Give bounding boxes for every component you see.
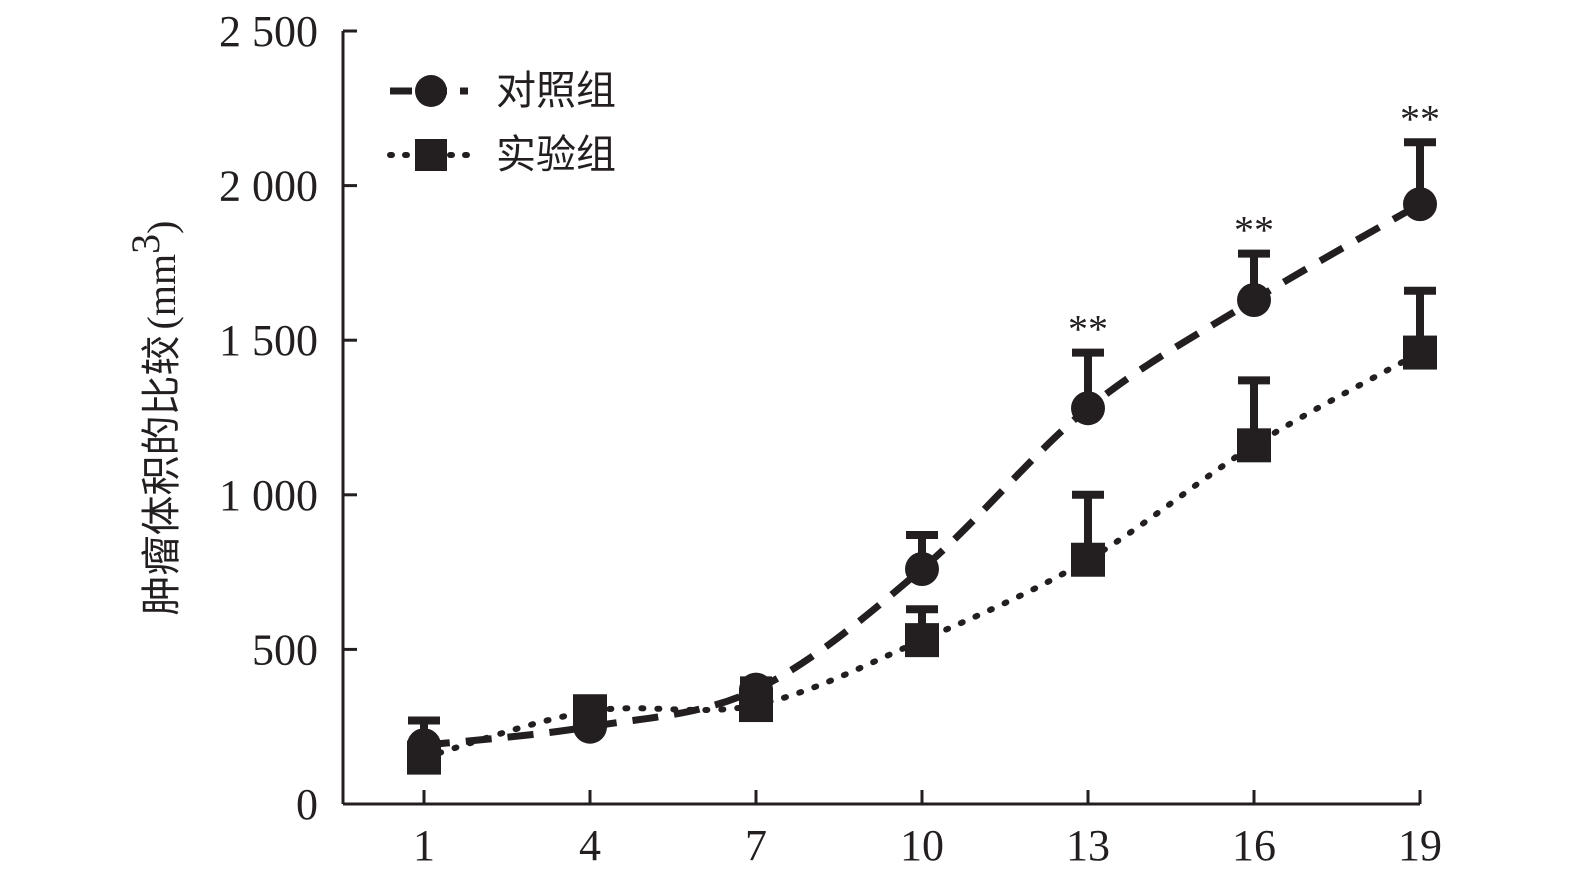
significance-label: ** (1400, 96, 1440, 141)
x-axis-ticks: 1 4 7 10 13 16 19 (413, 790, 1442, 870)
significance-label: ** (1234, 208, 1274, 253)
data-point-experiment (1071, 542, 1105, 577)
y-axis-label-unit-prefix: (mm (139, 254, 184, 330)
legend-item-control: 对照组 (390, 68, 616, 114)
series-markers (407, 187, 1437, 775)
x-tick-label: 1 (413, 821, 435, 870)
data-point-experiment (407, 740, 441, 775)
y-tick-label: 500 (252, 625, 318, 674)
data-point-control (1071, 391, 1105, 426)
x-tick-label: 7 (745, 821, 767, 870)
y-axis-ticks: 0 500 1 000 1 500 2 000 2 500 (219, 7, 357, 829)
y-tick-label: 0 (296, 780, 318, 829)
legend-label-control: 对照组 (496, 68, 616, 114)
legend-item-experiment: 实验组 (387, 132, 616, 178)
y-axis-label-unit-suffix: ) (139, 221, 184, 234)
x-tick-label: 16 (1232, 821, 1276, 870)
axes (341, 31, 1420, 806)
y-axis-label: 肿瘤体积的比较 (mm3) (123, 221, 185, 616)
data-point-control (905, 552, 939, 587)
legend-marker-experiment (415, 139, 447, 171)
significance-label: ** (1068, 307, 1108, 352)
y-tick-label: 2 500 (219, 7, 318, 56)
x-tick-label: 10 (900, 821, 944, 870)
series-lines (421, 201, 1423, 761)
data-point-experiment (739, 688, 773, 723)
data-point-experiment (1237, 428, 1271, 463)
legend: 对照组 实验组 (387, 68, 616, 178)
data-point-control (1403, 187, 1437, 222)
data-point-experiment (1403, 335, 1437, 370)
x-tick-label: 19 (1398, 821, 1442, 870)
x-tick-label: 4 (579, 821, 601, 870)
y-axis-label-text: 肿瘤体积的比较 (139, 335, 185, 615)
y-tick-label: 2 000 (219, 162, 318, 211)
data-point-experiment (573, 694, 607, 729)
data-point-experiment (905, 623, 939, 658)
x-tick-label: 13 (1066, 821, 1110, 870)
y-axis-label-unit-sup: 3 (123, 234, 168, 254)
legend-label-experiment: 实验组 (496, 132, 616, 178)
significance-annotations: ** ** ** (1068, 96, 1440, 351)
legend-marker-control (415, 75, 447, 107)
series-line-0 (423, 201, 1422, 749)
data-point-control (1237, 283, 1271, 318)
y-tick-label: 1 500 (219, 316, 318, 365)
y-tick-label: 1 000 (219, 471, 318, 520)
